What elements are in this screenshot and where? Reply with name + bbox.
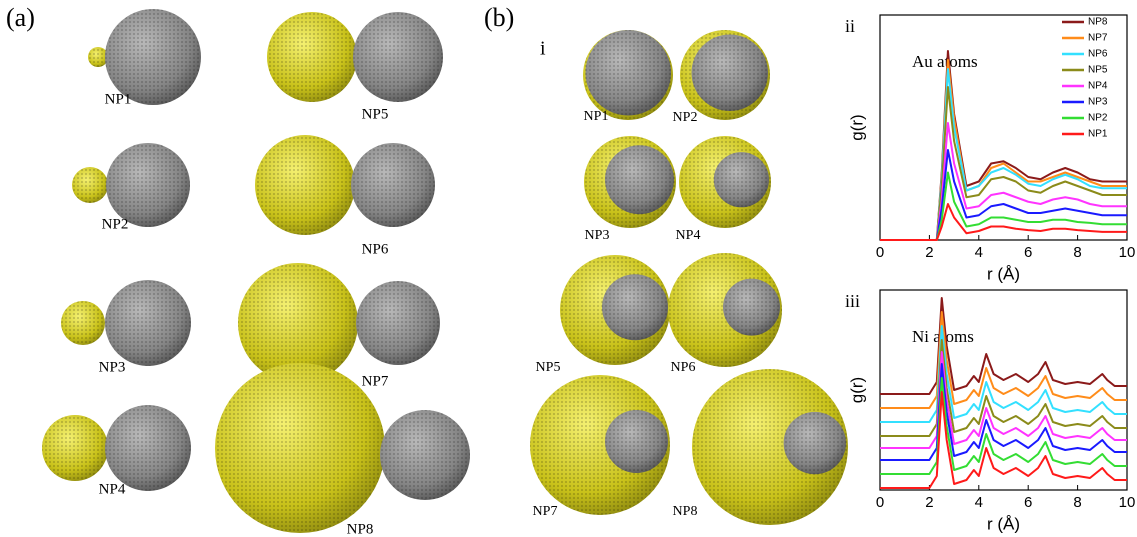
x-axis-label: r (Å) — [987, 514, 1020, 533]
particle-texture — [61, 301, 105, 345]
particle-texture — [351, 143, 435, 227]
particle-texture — [105, 9, 201, 105]
particle-label: NP6 — [362, 241, 389, 257]
legend-label: NP4 — [1088, 81, 1108, 92]
data-line — [880, 311, 1127, 409]
particle-texture — [356, 281, 440, 365]
particle-label: NP5 — [536, 360, 561, 375]
data-line — [880, 391, 1127, 489]
particle-texture — [255, 135, 355, 235]
particle-texture — [353, 12, 443, 102]
particle-texture — [380, 410, 470, 500]
data-line — [880, 122, 1127, 241]
x-tick-label: 8 — [1073, 244, 1081, 261]
data-line — [880, 363, 1127, 461]
x-tick-label: 2 — [925, 494, 933, 511]
particle-texture — [783, 411, 846, 475]
x-tick-label: 6 — [1024, 244, 1032, 261]
particle-texture — [605, 145, 674, 215]
data-line — [880, 50, 1127, 241]
particle-label: NP3 — [99, 359, 126, 375]
data-line — [880, 59, 1127, 241]
panel-label: (b) — [484, 3, 514, 32]
plot-frame — [879, 14, 1128, 241]
data-line — [880, 325, 1127, 423]
particle-label: NP3 — [585, 228, 610, 243]
x-tick-label: 8 — [1073, 494, 1081, 511]
particle-label: NP8 — [347, 521, 374, 537]
x-tick-label: 2 — [925, 244, 933, 261]
panel-label: ii — [845, 16, 855, 36]
legend-label: NP3 — [1088, 97, 1108, 108]
particle-label: NP1 — [105, 91, 132, 107]
data-line — [880, 86, 1127, 241]
legend-label: NP6 — [1088, 49, 1108, 60]
particle-texture — [215, 363, 385, 533]
data-line — [880, 339, 1127, 437]
x-tick-label: 10 — [1119, 244, 1136, 261]
particle-label: NP5 — [362, 106, 389, 122]
particle-texture — [42, 415, 108, 481]
plot-frame — [879, 289, 1128, 491]
particle-texture — [530, 375, 670, 515]
particle-texture — [585, 30, 671, 116]
data-line — [880, 171, 1127, 241]
y-axis-label: g(r) — [847, 114, 866, 140]
legend-label: NP8 — [1088, 17, 1108, 28]
x-axis-label: r (Å) — [987, 264, 1020, 283]
data-line — [880, 149, 1127, 241]
particle-texture — [692, 369, 848, 525]
legend-label: NP7 — [1088, 33, 1108, 44]
particle-texture — [88, 47, 108, 67]
particle-texture — [105, 280, 191, 366]
data-line — [880, 377, 1127, 475]
legend-label: NP5 — [1088, 65, 1108, 76]
particle-label: NP4 — [676, 228, 701, 243]
particle-label: NP1 — [584, 109, 609, 124]
particle-texture — [691, 34, 768, 111]
x-tick-label: 4 — [975, 494, 983, 511]
x-tick-label: 10 — [1119, 494, 1136, 511]
particle-label: NP4 — [99, 481, 126, 497]
particle-label: NP7 — [362, 373, 389, 389]
data-line — [880, 297, 1127, 395]
particle-texture — [723, 278, 780, 336]
x-tick-label: 4 — [975, 244, 983, 261]
particle-texture — [602, 274, 668, 341]
particle-label: NP2 — [102, 216, 129, 232]
particle-label: NP8 — [673, 504, 698, 519]
particle-label: NP6 — [671, 360, 696, 375]
particle-texture — [713, 152, 770, 208]
data-line — [880, 68, 1127, 241]
legend-label: NP2 — [1088, 113, 1108, 124]
particle-texture — [72, 167, 108, 203]
sub-label: i — [540, 38, 546, 60]
annotation: Au atoms — [912, 52, 978, 71]
y-axis-label: g(r) — [847, 377, 866, 403]
particle-texture — [105, 405, 191, 491]
particle-label: NP2 — [673, 110, 698, 125]
legend-label: NP1 — [1088, 129, 1108, 140]
x-tick-label: 0 — [876, 244, 884, 261]
particle-label: NP7 — [533, 504, 558, 519]
particle-texture — [267, 12, 357, 102]
panel-label: iii — [845, 291, 860, 311]
x-tick-label: 0 — [876, 494, 884, 511]
x-tick-label: 6 — [1024, 494, 1032, 511]
panel-label: (a) — [6, 3, 35, 32]
particle-texture — [106, 143, 190, 227]
particle-texture — [605, 410, 668, 473]
data-line — [880, 351, 1127, 449]
data-line — [880, 203, 1127, 241]
particle-texture — [238, 263, 358, 383]
